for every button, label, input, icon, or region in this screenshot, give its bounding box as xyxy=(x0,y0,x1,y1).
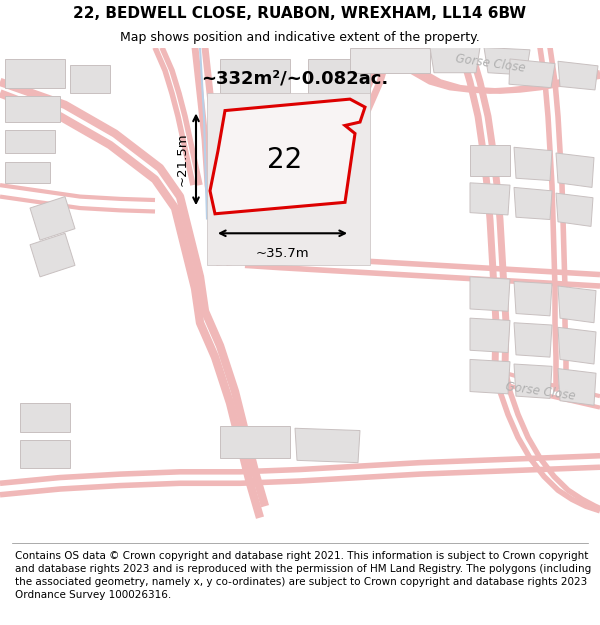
Polygon shape xyxy=(5,96,60,122)
Text: ~35.7m: ~35.7m xyxy=(256,247,310,260)
Polygon shape xyxy=(308,105,365,139)
Polygon shape xyxy=(20,403,70,432)
Text: ~21.5m: ~21.5m xyxy=(176,132,188,186)
Polygon shape xyxy=(20,440,70,468)
Polygon shape xyxy=(295,428,360,462)
Polygon shape xyxy=(470,183,510,215)
Polygon shape xyxy=(220,426,290,458)
Polygon shape xyxy=(70,65,110,93)
Polygon shape xyxy=(30,197,75,240)
Polygon shape xyxy=(509,59,555,88)
Polygon shape xyxy=(514,148,552,181)
Polygon shape xyxy=(5,130,55,153)
Polygon shape xyxy=(308,59,370,96)
Text: Map shows position and indicative extent of the property.: Map shows position and indicative extent… xyxy=(120,31,480,44)
Text: 22, BEDWELL CLOSE, RUABON, WREXHAM, LL14 6BW: 22, BEDWELL CLOSE, RUABON, WREXHAM, LL14… xyxy=(73,6,527,21)
Polygon shape xyxy=(210,99,365,214)
Polygon shape xyxy=(5,162,50,183)
Polygon shape xyxy=(484,48,530,75)
Polygon shape xyxy=(558,61,598,90)
Text: Gorse Close: Gorse Close xyxy=(504,380,576,403)
Text: ~332m²/~0.082ac.: ~332m²/~0.082ac. xyxy=(202,69,389,88)
Polygon shape xyxy=(514,364,552,398)
Polygon shape xyxy=(514,281,552,316)
Polygon shape xyxy=(470,145,510,176)
Polygon shape xyxy=(220,102,290,134)
Text: Gorse Close: Gorse Close xyxy=(454,52,526,75)
Polygon shape xyxy=(5,59,65,88)
Polygon shape xyxy=(558,286,596,322)
Polygon shape xyxy=(350,48,430,72)
Polygon shape xyxy=(514,188,552,219)
Polygon shape xyxy=(207,93,370,266)
Polygon shape xyxy=(470,277,510,311)
Polygon shape xyxy=(430,48,480,72)
Polygon shape xyxy=(556,193,593,226)
Polygon shape xyxy=(558,328,596,364)
Polygon shape xyxy=(470,359,510,394)
Polygon shape xyxy=(220,59,290,93)
Polygon shape xyxy=(30,233,75,277)
Polygon shape xyxy=(470,318,510,352)
Polygon shape xyxy=(558,369,596,405)
Polygon shape xyxy=(514,322,552,357)
Text: Contains OS data © Crown copyright and database right 2021. This information is : Contains OS data © Crown copyright and d… xyxy=(15,551,591,601)
Polygon shape xyxy=(556,153,594,188)
Text: 22: 22 xyxy=(268,146,302,174)
